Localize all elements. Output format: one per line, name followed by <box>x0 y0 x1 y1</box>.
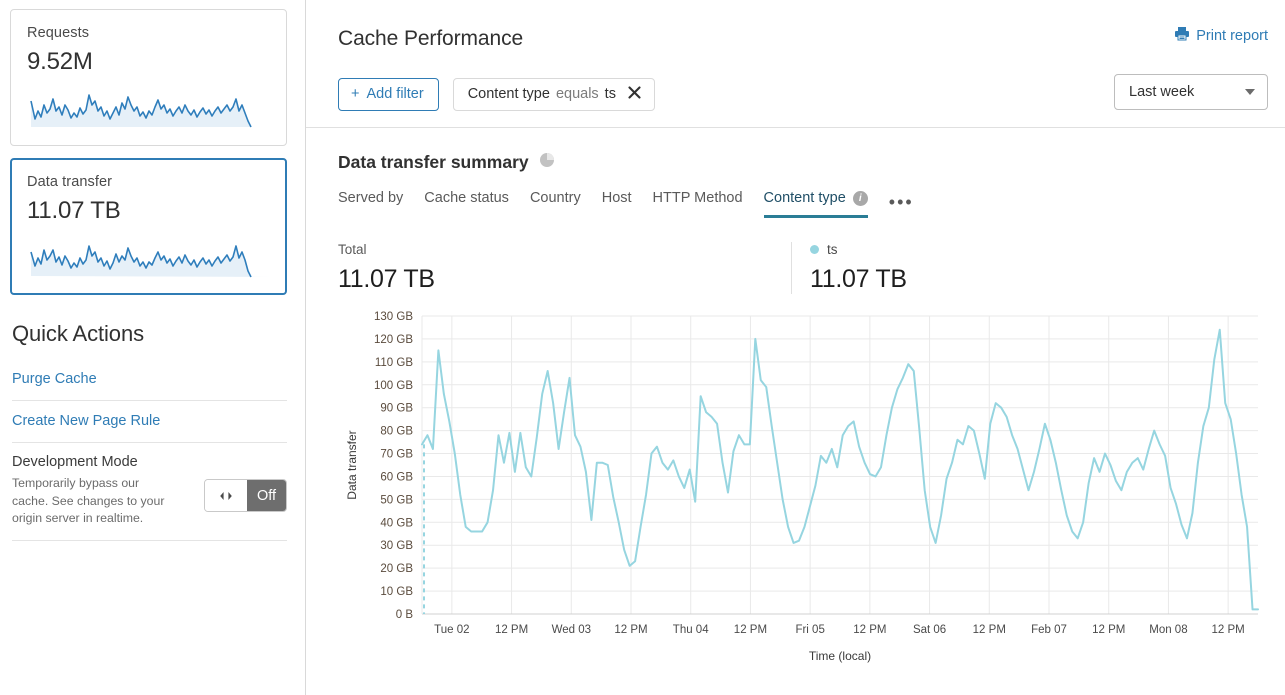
tab-label: Cache status <box>424 190 509 206</box>
data-transfer-summary: Data transfer summary Served by Cache st… <box>306 128 1285 666</box>
drag-handle-icon[interactable] <box>205 480 247 511</box>
sidebar: Requests 9.52M Data transfer 11.07 TB Qu… <box>0 0 306 695</box>
create-new-page-rule-link[interactable]: Create New Page Rule <box>12 413 161 429</box>
development-mode-row: Development Mode Temporarily bypass our … <box>12 443 287 541</box>
page-title: Cache Performance <box>338 27 524 50</box>
pie-chart-icon <box>539 152 555 173</box>
summary-totals: Total 11.07 TB ts 11.07 TB <box>338 242 1268 294</box>
quick-actions-title: Quick Actions <box>12 321 144 346</box>
svg-text:110 GB: 110 GB <box>375 357 413 369</box>
tab-country[interactable]: Country <box>530 190 581 218</box>
plus-icon: + <box>351 86 360 102</box>
metric-card-data-transfer[interactable]: Data transfer 11.07 TB <box>10 158 287 295</box>
main-content: Cache Performance Print report + Ad <box>306 0 1285 695</box>
tab-served-by[interactable]: Served by <box>338 190 403 218</box>
svg-text:12 PM: 12 PM <box>614 624 647 636</box>
svg-text:60 GB: 60 GB <box>380 471 413 483</box>
filter-field: Content type <box>467 86 550 102</box>
chevron-down-icon <box>1245 89 1255 95</box>
tab-label: Served by <box>338 190 404 206</box>
svg-text:Mon 08: Mon 08 <box>1149 624 1187 636</box>
add-filter-label: Add filter <box>366 86 424 102</box>
svg-text:12 PM: 12 PM <box>734 624 767 636</box>
tabs-more-button[interactable]: ••• <box>888 192 914 212</box>
svg-text:Fri 05: Fri 05 <box>795 624 824 636</box>
metric-value: 9.52M <box>27 48 93 75</box>
svg-text:Time (local): Time (local) <box>809 649 871 663</box>
printer-icon <box>1174 26 1190 45</box>
development-mode-title: Development Mode <box>12 454 138 470</box>
requests-sparkline <box>30 94 271 128</box>
svg-text:130 GB: 130 GB <box>374 311 413 323</box>
svg-text:30 GB: 30 GB <box>380 540 413 552</box>
svg-text:Wed 03: Wed 03 <box>552 624 591 636</box>
svg-text:100 GB: 100 GB <box>374 380 413 392</box>
svg-text:12 PM: 12 PM <box>1092 624 1125 636</box>
quick-actions-list: Purge Cache Create New Page Rule Develop… <box>12 359 287 541</box>
tab-label: Content type <box>763 190 846 206</box>
svg-text:70 GB: 70 GB <box>380 449 413 461</box>
filter-operator: equals <box>555 86 599 102</box>
tab-cache-status[interactable]: Cache status <box>424 190 509 218</box>
tab-label: HTTP Method <box>652 190 743 206</box>
print-report-label: Print report <box>1196 27 1268 44</box>
tab-http-method[interactable]: HTTP Method <box>653 190 743 218</box>
series-legend: ts <box>810 242 1244 257</box>
tab-label: Host <box>601 190 632 206</box>
tab-content-type[interactable]: Content type i <box>763 190 868 218</box>
metric-label: Data transfer <box>27 174 113 190</box>
svg-text:50 GB: 50 GB <box>380 494 413 506</box>
series-block: ts 11.07 TB <box>791 242 1244 294</box>
page-header: Cache Performance Print report + Ad <box>306 0 1285 128</box>
print-report-button[interactable]: Print report <box>1174 26 1268 45</box>
series-label: ts <box>827 242 838 257</box>
summary-title: Data transfer summary <box>338 152 529 172</box>
svg-text:90 GB: 90 GB <box>380 403 413 415</box>
svg-text:Thu 04: Thu 04 <box>673 624 709 636</box>
toggle-state-label: Off <box>247 480 286 511</box>
svg-text:12 PM: 12 PM <box>973 624 1006 636</box>
quick-action-row: Purge Cache <box>12 359 287 401</box>
metric-card-requests[interactable]: Requests 9.52M <box>10 9 287 146</box>
svg-text:20 GB: 20 GB <box>380 563 413 575</box>
svg-text:80 GB: 80 GB <box>380 426 413 438</box>
svg-text:0 B: 0 B <box>396 609 414 621</box>
chart-svg: 0 B 10 GB 20 GB 30 GB 40 GB 50 GB 60 GB 70 GB 80… <box>345 311 1259 663</box>
svg-text:Sat 06: Sat 06 <box>913 624 946 636</box>
tab-host[interactable]: Host <box>602 190 632 218</box>
quick-action-row: Create New Page Rule <box>12 401 287 443</box>
time-range-value: Last week <box>1129 84 1195 100</box>
filter-pill-content-type[interactable]: Content type equals ts <box>452 78 655 111</box>
filter-value: ts <box>604 86 616 102</box>
svg-text:Data transfer: Data transfer <box>345 430 359 499</box>
metric-value: 11.07 TB <box>27 197 121 224</box>
svg-text:Feb 07: Feb 07 <box>1031 624 1067 636</box>
svg-text:10 GB: 10 GB <box>380 586 413 598</box>
close-icon[interactable] <box>628 86 641 102</box>
add-filter-button[interactable]: + Add filter <box>338 78 439 111</box>
svg-text:120 GB: 120 GB <box>374 334 413 346</box>
data-transfer-chart[interactable]: 0 B 10 GB 20 GB 30 GB 40 GB 50 GB 60 GB 70 GB 80… <box>338 308 1268 666</box>
development-mode-toggle[interactable]: Off <box>204 479 287 512</box>
summary-tabs: Served by Cache status Country Host HTTP… <box>338 190 1268 218</box>
tab-label: Country <box>529 190 581 206</box>
metric-label: Requests <box>27 25 90 41</box>
svg-text:12 PM: 12 PM <box>1212 624 1245 636</box>
legend-dot-icon <box>810 245 819 254</box>
svg-text:12 PM: 12 PM <box>495 624 528 636</box>
time-range-select[interactable]: Last week <box>1114 74 1268 110</box>
svg-text:40 GB: 40 GB <box>380 517 413 529</box>
total-label: Total <box>338 242 367 257</box>
purge-cache-link[interactable]: Purge Cache <box>12 371 97 387</box>
info-icon[interactable]: i <box>852 190 868 206</box>
total-value: 11.07 TB <box>338 265 435 293</box>
svg-text:12 PM: 12 PM <box>853 624 886 636</box>
svg-text:Tue 02: Tue 02 <box>434 624 469 636</box>
development-mode-description: Temporarily bypass our cache. See change… <box>12 476 165 525</box>
total-block: Total 11.07 TB <box>338 242 791 294</box>
series-value: 11.07 TB <box>810 265 907 293</box>
filter-bar: + Add filter Content type equals ts <box>338 78 655 111</box>
data-transfer-sparkline <box>30 245 271 278</box>
